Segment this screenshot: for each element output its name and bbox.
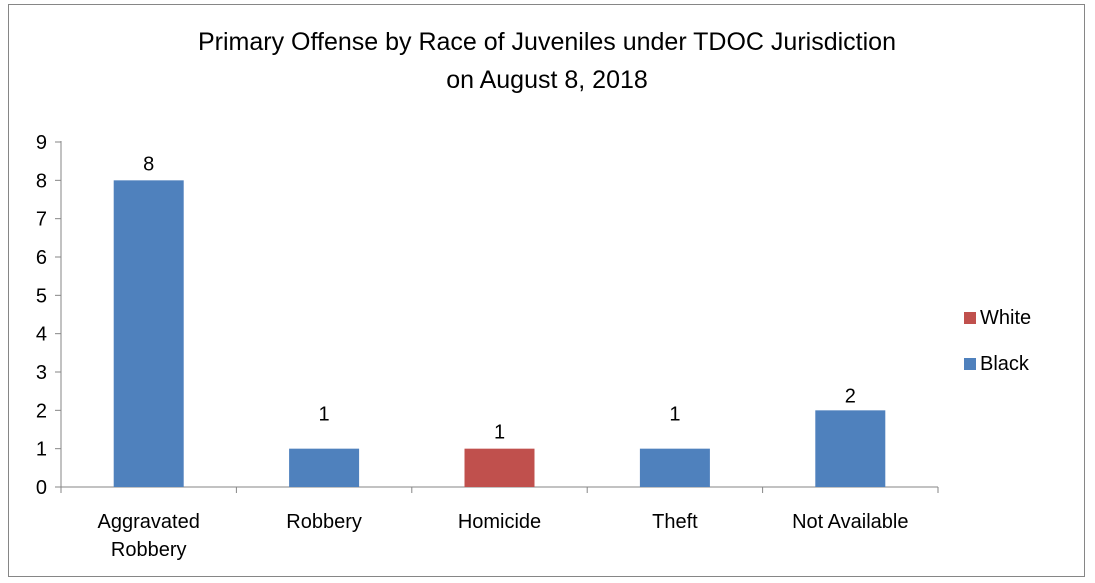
chart-bars bbox=[113, 180, 886, 488]
data-label: 8 bbox=[143, 153, 154, 175]
chart-axes: 0 1 2 3 4 5 6 7 8 9 bbox=[36, 132, 939, 499]
category-label: Aggravated bbox=[98, 511, 200, 533]
category-label: Robbery bbox=[111, 539, 187, 561]
data-label: 1 bbox=[494, 422, 505, 444]
chart-category-labels: Aggravated Robbery Robbery Homicide Theft Not… bbox=[98, 511, 909, 561]
legend-swatch-white bbox=[964, 312, 976, 324]
bar-4 bbox=[639, 448, 710, 487]
chart-title: Primary Offense by Race of Juveniles und… bbox=[198, 28, 896, 94]
y-tick-label: 7 bbox=[36, 209, 47, 231]
y-tick-label: 4 bbox=[36, 324, 47, 346]
chart-legend: White Black bbox=[964, 307, 1031, 375]
bar-1 bbox=[113, 180, 184, 488]
data-label: 1 bbox=[669, 404, 680, 426]
category-label: Robbery bbox=[286, 511, 362, 533]
bar-2 bbox=[289, 448, 360, 487]
chart-frame: Primary Offense by Race of Juveniles und… bbox=[8, 4, 1085, 577]
y-tick-label: 2 bbox=[36, 400, 47, 422]
legend-label-black: Black bbox=[980, 353, 1030, 375]
y-tick-label: 5 bbox=[36, 285, 47, 307]
category-label: Theft bbox=[652, 511, 698, 533]
chart-svg: Primary Offense by Race of Juveniles und… bbox=[36, 28, 1031, 561]
chart-data-labels: 8 1 1 1 2 bbox=[143, 153, 856, 443]
category-label: Homicide bbox=[458, 511, 541, 533]
legend-swatch-black bbox=[964, 358, 976, 370]
data-label: 1 bbox=[319, 404, 330, 426]
y-tick-label: 6 bbox=[36, 247, 47, 269]
chart-title-line: Primary Offense by Race of Juveniles und… bbox=[198, 28, 896, 56]
y-tick-label: 9 bbox=[36, 132, 47, 154]
y-tick-label: 1 bbox=[36, 439, 47, 461]
y-tick-label: 0 bbox=[36, 477, 47, 499]
y-tick-label: 8 bbox=[36, 170, 47, 192]
bar-3 bbox=[464, 448, 535, 487]
category-label: Not Available bbox=[792, 511, 908, 533]
data-label: 2 bbox=[845, 385, 856, 407]
legend-label-white: White bbox=[980, 307, 1031, 329]
bar-5 bbox=[815, 410, 886, 487]
chart-title-line: on August 8, 2018 bbox=[446, 66, 648, 94]
y-tick-label: 3 bbox=[36, 362, 47, 384]
